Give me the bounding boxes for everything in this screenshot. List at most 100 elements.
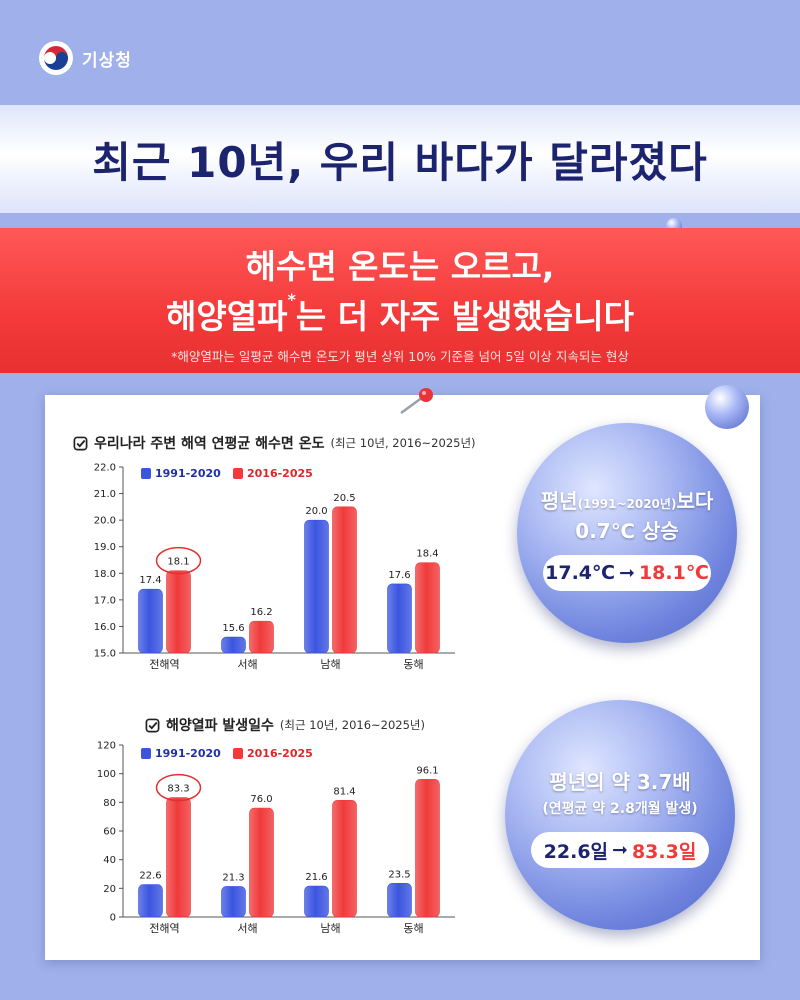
bar xyxy=(166,570,191,654)
headline-line-2: 해양열파*는 더 자주 발생했습니다 xyxy=(0,290,800,338)
bar xyxy=(138,884,163,918)
data-label: 20.0 xyxy=(305,506,327,517)
heatwave-summary-line-2: (연평균 약 2.8개월 발생) xyxy=(542,801,698,817)
section-1-title-text: 우리나라 주변 해역 연평균 해수면 온도 xyxy=(94,436,325,452)
pushpin-icon xyxy=(400,388,433,415)
legend-label: 2016-2025 xyxy=(247,467,313,480)
brand-logo: 기상청 xyxy=(38,40,132,76)
taegeuk-logo-icon xyxy=(39,41,73,75)
data-label: 21.6 xyxy=(305,872,327,883)
x-tick-label: 동해 xyxy=(403,657,423,671)
bar xyxy=(387,583,412,654)
x-tick-label: 동해 xyxy=(403,921,423,935)
highlight-circle xyxy=(155,546,202,575)
sst-summary-line-2: 0.7℃ 상승 xyxy=(575,519,679,543)
heatwave-to-value: 83.3일 xyxy=(631,840,697,863)
x-tick-label: 서해 xyxy=(237,921,257,935)
bar xyxy=(221,886,246,918)
bar xyxy=(138,588,163,654)
highlight-circle xyxy=(155,773,202,802)
x-tick-label: 남해 xyxy=(320,657,340,671)
y-tick-label: 21.0 xyxy=(94,489,116,500)
x-tick-label: 서해 xyxy=(237,657,257,671)
check-icon xyxy=(73,436,88,450)
y-tick-label: 16.0 xyxy=(94,622,116,633)
headline-band: 해수면 온도는 오르고, 해양열파*는 더 자주 발생했습니다 *해양열파는 일… xyxy=(0,228,800,373)
y-tick-label: 20 xyxy=(103,884,116,895)
legend-swatch xyxy=(233,468,243,479)
y-tick-label: 19.0 xyxy=(94,542,116,553)
headline-rest: 는 더 자주 발생했습니다 xyxy=(295,297,634,336)
sst-summary-bubble: 평년(1991~2020년)보다 0.7℃ 상승 17.4℃ ➞ 18.1℃ xyxy=(517,423,737,643)
arrow-right-icon: ➞ xyxy=(612,839,628,861)
heatwave-summary-pill: 22.6일 ➞ 83.3일 xyxy=(531,832,709,868)
bar xyxy=(221,636,246,654)
section-1-subtitle: (최근 10년, 2016~2025년) xyxy=(330,436,476,450)
headline-term: 해양열파 xyxy=(166,297,288,336)
sst-summary-line-1: 평년(1991~2020년)보다 xyxy=(517,485,737,514)
data-label: 18.4 xyxy=(416,549,438,560)
bar xyxy=(387,883,412,918)
y-tick-label: 20.0 xyxy=(94,516,116,527)
content-card: 우리나라 주변 해역 연평균 해수면 온도 (최근 10년, 2016~2025… xyxy=(45,385,760,960)
sst-to-value: 18.1℃ xyxy=(638,562,709,584)
check-icon xyxy=(145,718,160,732)
y-tick-label: 0 xyxy=(110,913,116,924)
arrow-right-icon: ➞ xyxy=(619,562,635,584)
legend-label: 1991-2020 xyxy=(155,467,221,480)
sst-bar-chart: 15.0 16.0 17.0 18.0 19.0 20.0 21.0 22.0 1991-202… xyxy=(94,463,455,671)
legend-swatch xyxy=(141,748,151,759)
sst-summary-pill: 17.4℃ ➞ 18.1℃ xyxy=(543,555,711,591)
section-2-subtitle: (최근 10년, 2016~2025년) xyxy=(279,718,425,732)
sst-from-value: 17.4℃ xyxy=(545,562,616,584)
bar xyxy=(249,807,274,918)
heatwave-bar-chart: 0 20 40 60 80 100 120 1991-2020 2016-2025 22.6 83.… xyxy=(97,741,455,935)
heatwave-summary-bubble: 평년의 약 3.7배 (연평균 약 2.8개월 발생) 22.6일 ➞ 83.3… xyxy=(505,700,735,930)
data-label: 22.6 xyxy=(139,871,161,882)
section-2-title-text: 해양열파 발생일수 xyxy=(166,718,274,734)
section-2-title: 해양열파 발생일수 (최근 10년, 2016~2025년) xyxy=(145,715,425,735)
data-label: 81.4 xyxy=(333,786,355,797)
sst-summary-normal: 평년 xyxy=(540,489,578,513)
bar xyxy=(304,885,329,918)
title-band: 최근 10년, 우리 바다가 달라졌다 xyxy=(0,105,800,213)
legend-label: 2016-2025 xyxy=(247,747,313,760)
y-tick-label: 100 xyxy=(97,769,116,780)
data-label: 21.3 xyxy=(222,872,244,883)
sst-summary-compare: 보다 xyxy=(676,489,714,513)
sst-summary-period: (1991~2020년) xyxy=(577,497,677,511)
data-label: 16.2 xyxy=(250,607,272,618)
y-tick-label: 60 xyxy=(103,827,116,838)
decorative-ball-large xyxy=(705,385,749,429)
data-label: 96.1 xyxy=(416,765,438,776)
heatwave-summary-line-1: 평년의 약 3.7배 xyxy=(549,770,691,794)
legend-label: 1991-2020 xyxy=(155,747,221,760)
brand-name: 기상청 xyxy=(82,50,132,71)
bar xyxy=(166,797,191,918)
y-tick-label: 15.0 xyxy=(94,649,116,660)
bar xyxy=(249,620,274,654)
y-tick-label: 18.0 xyxy=(94,569,116,580)
data-label: 20.5 xyxy=(333,493,355,504)
section-1-title: 우리나라 주변 해역 연평균 해수면 온도 (최근 10년, 2016~2025… xyxy=(73,433,476,453)
headline-footnote-mark: * xyxy=(287,290,296,309)
data-label: 23.5 xyxy=(388,869,410,880)
y-tick-label: 120 xyxy=(97,741,116,752)
headline-footnote: *해양열파는 일평균 해수면 온도가 평년 상위 10% 기준을 넘어 5일 이… xyxy=(171,349,629,364)
bar xyxy=(415,778,440,918)
legend-swatch xyxy=(141,468,151,479)
x-tick-label: 전해역 xyxy=(149,921,179,935)
headline-line-1: 해수면 온도는 오르고, xyxy=(245,247,555,286)
data-label: 17.6 xyxy=(388,570,410,581)
page-title: 최근 10년, 우리 바다가 달라졌다 xyxy=(92,137,708,187)
data-label: 76.0 xyxy=(250,794,272,805)
data-label: 83.3 xyxy=(167,784,189,795)
data-label: 15.6 xyxy=(222,623,244,634)
y-tick-label: 80 xyxy=(103,798,116,809)
data-label: 18.1 xyxy=(167,557,189,568)
bar xyxy=(332,506,357,654)
x-tick-label: 남해 xyxy=(320,921,340,935)
y-tick-label: 22.0 xyxy=(94,463,116,474)
legend-swatch xyxy=(233,748,243,759)
y-tick-label: 40 xyxy=(103,855,116,866)
